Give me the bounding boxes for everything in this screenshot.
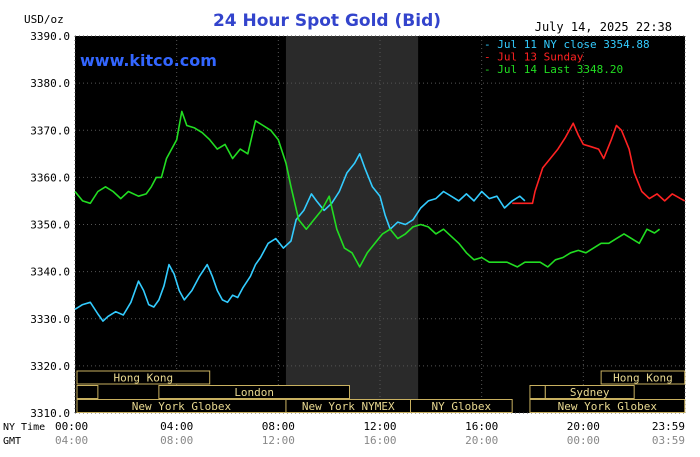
x-tick-label: 20:00 [465, 434, 498, 447]
y-tick-label: 3350.0 [30, 219, 70, 232]
legend-entry: - Jul 11 NY close 3354.88 [484, 38, 650, 51]
x-tick-label: 08:00 [262, 420, 295, 433]
x-tick-label: 23:59 [652, 420, 685, 433]
x-tick-label: 12:00 [363, 420, 396, 433]
market-session-bar [76, 385, 99, 399]
legend-entry: - Jul 14 Last 3348.20 [484, 63, 623, 76]
x-tick-label: 04:00 [160, 420, 193, 433]
y-tick-label: 3360.0 [30, 171, 70, 184]
x-tick-label: 00:00 [55, 420, 88, 433]
y-axis-label: USD/oz [24, 13, 64, 26]
shaded-session [285, 36, 419, 413]
y-tick-label: 3380.0 [30, 77, 70, 90]
series-line-jul-14-last [74, 110, 661, 268]
x-tick-label: 12:00 [262, 434, 295, 447]
market-session-bar [600, 370, 686, 385]
x-tick-label: 20:00 [567, 420, 600, 433]
timestamp: July 14, 2025 22:38 [535, 20, 672, 34]
series-line-jul-11-ny-close [74, 153, 526, 322]
y-tick-label: 3390.0 [30, 30, 70, 43]
market-session-bar [529, 399, 686, 413]
x-tick-label: 04:00 [55, 434, 88, 447]
market-session-label: New York Globex [132, 400, 232, 413]
market-session-bar [529, 385, 546, 399]
x-row-name: GMT [3, 436, 21, 447]
x-tick-label: 16:00 [363, 434, 396, 447]
x-tick-label: 08:00 [160, 434, 193, 447]
market-session-bar [76, 370, 211, 385]
y-tick-label: 3340.0 [30, 266, 70, 279]
chart-title: 24 Hour Spot Gold (Bid) [213, 11, 441, 31]
series-line-jul-13-sunday [512, 122, 686, 205]
plot-area: www.kitco.com- Jul 11 NY close 3354.88- … [74, 35, 686, 414]
axes: 3390.0 3380.0 3370.0 3360.0 3350.0 3340.0 3330… [3, 30, 685, 447]
market-session-bar [158, 385, 350, 399]
y-tick-label: 3310.0 [30, 407, 70, 420]
market-session-bar [410, 399, 513, 413]
market-session-label: London [234, 386, 274, 399]
watermark: www.kitco.com [80, 51, 217, 70]
y-tick-label: 3320.0 [30, 360, 70, 373]
x-row-name: NY Time [3, 422, 45, 433]
y-tick-label: 3370.0 [30, 124, 70, 137]
x-tick-label: 03:59 [652, 434, 685, 447]
market-session-label: New York NYMEX [302, 400, 395, 413]
market-session-label: New York Globex [558, 400, 658, 413]
market-session-label: Hong Kong [613, 372, 673, 385]
market-session-label: NY Globex [432, 400, 492, 413]
x-tick-label: 16:00 [465, 420, 498, 433]
legend-entry: - Jul 13 Sunday [484, 51, 584, 64]
market-session-label: Sydney [570, 386, 610, 399]
y-tick-label: 3330.0 [30, 313, 70, 326]
x-tick-label: 00:00 [567, 434, 600, 447]
market-session-label: Hong Kong [114, 372, 174, 385]
